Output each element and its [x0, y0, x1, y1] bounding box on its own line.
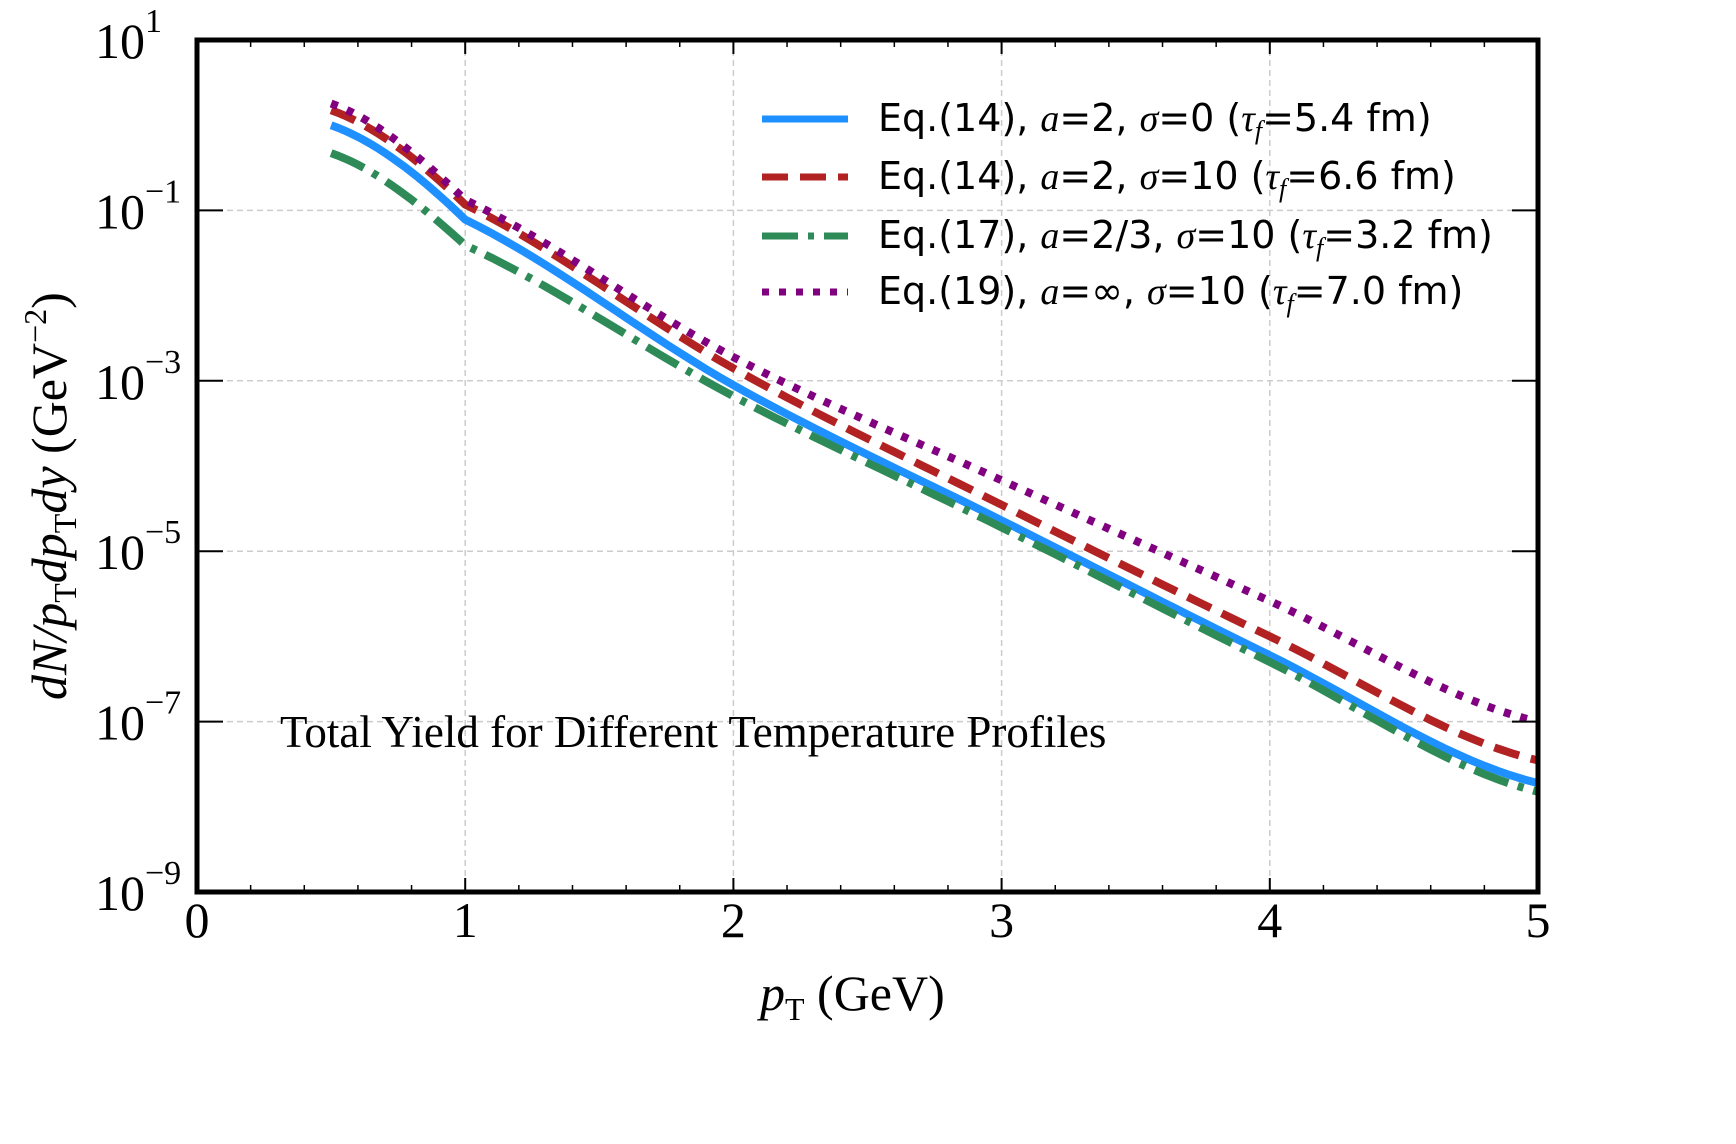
- legend-sigma: σ: [1140, 156, 1160, 198]
- legend-eq: Eq.(19),: [878, 269, 1040, 313]
- x-axis-sub: T: [785, 991, 805, 1027]
- y-tick-label: 10−1: [95, 173, 181, 239]
- legend-sval: =10 (: [1195, 213, 1302, 257]
- legend-tau: τ: [1302, 215, 1317, 257]
- legend-sval: =10 (: [1166, 269, 1273, 313]
- y-tick-base: 10: [95, 865, 145, 921]
- y-tick-label: 10−5: [95, 514, 181, 580]
- y-tick-exponent: −7: [145, 685, 181, 722]
- y-tick-label: 101: [95, 3, 162, 69]
- y-axis-sub2: T: [47, 513, 83, 533]
- legend-tau-sub: f: [1287, 289, 1298, 318]
- y-tick-exponent: −3: [145, 344, 181, 381]
- y-tick-label: 10−9: [95, 855, 181, 921]
- y-tick-base: 10: [95, 695, 145, 751]
- x-tick-label: 2: [721, 892, 746, 948]
- y-axis-part-c: dy: [21, 466, 77, 514]
- y-axis-sup: −2: [17, 309, 53, 343]
- y-tick-exponent: 1: [145, 3, 162, 40]
- legend-entry: Eq.(17), a=2/3, σ=10 (τf=3.2 fm): [762, 213, 1493, 262]
- legend-sigma: σ: [1177, 215, 1197, 257]
- y-axis-title: dN/pTdpTdy (GeV−2): [17, 292, 83, 700]
- x-axis-title: pT (GeV): [757, 965, 945, 1027]
- legend-eq: Eq.(14),: [878, 96, 1040, 140]
- y-axis-part-e: ): [21, 292, 77, 309]
- y-axis-part-d: (GeV: [21, 343, 77, 467]
- legend-entry: Eq.(19), a=∞, σ=10 (τf=7.0 fm): [762, 269, 1463, 318]
- svg-text:Eq.(17), a=2/3, σ=10 (τf=3.2 f: Eq.(17), a=2/3, σ=10 (τf=3.2 fm): [878, 213, 1493, 262]
- y-tick-label: 10−7: [95, 685, 181, 751]
- svg-text:Eq.(14), a=2, σ=0 (τf=5.4 fm): Eq.(14), a=2, σ=0 (τf=5.4 fm): [878, 96, 1432, 145]
- y-tick-base: 10: [95, 13, 145, 69]
- legend-tval: =6.6 fm): [1286, 154, 1456, 198]
- grid: [197, 40, 1538, 892]
- y-axis-sub1: T: [47, 583, 83, 603]
- series-line-3: [329, 149, 1540, 796]
- legend-sval: =0 (: [1158, 96, 1241, 140]
- legend-sigma: σ: [1147, 271, 1167, 313]
- legend-aval: =2,: [1059, 96, 1139, 140]
- legend-sval: =10 (: [1158, 154, 1265, 198]
- svg-text:Eq.(19), a=∞, σ=10 (τf=7.0 fm): Eq.(19), a=∞, σ=10 (τf=7.0 fm): [878, 269, 1463, 318]
- legend-a: a: [1040, 156, 1059, 198]
- legend-aval: =2/3,: [1059, 213, 1176, 257]
- legend-aval: =2,: [1059, 154, 1139, 198]
- y-tick-exponent: −1: [145, 173, 181, 210]
- y-axis-part-a: dN/p: [21, 603, 77, 700]
- legend-a: a: [1040, 271, 1059, 313]
- legend: Eq.(14), a=2, σ=0 (τf=5.4 fm) Eq.(14), a…: [762, 96, 1493, 318]
- legend-tau-sub: f: [1316, 233, 1327, 262]
- series-line-1: [329, 121, 1540, 787]
- legend-tval: =3.2 fm): [1323, 213, 1493, 257]
- x-tick-label: 5: [1526, 892, 1551, 948]
- series-group: [329, 99, 1540, 796]
- x-tick-label: 1: [453, 892, 478, 948]
- legend-eq: Eq.(17),: [878, 213, 1040, 257]
- legend-tval: =7.0 fm): [1294, 269, 1464, 313]
- y-tick-base: 10: [95, 354, 145, 410]
- y-tick-label: 10−3: [95, 344, 181, 410]
- series-line-2: [329, 106, 1539, 765]
- y-tick-base: 10: [95, 183, 145, 239]
- legend-eq: Eq.(14),: [878, 154, 1040, 198]
- chart-annotation: Total Yield for Different Temperature Pr…: [280, 707, 1106, 757]
- axes: [194, 37, 1541, 895]
- legend-tau-sub: f: [1255, 116, 1266, 145]
- x-axis-unit: (GeV): [805, 965, 945, 1021]
- legend-tau-sub: f: [1279, 174, 1290, 203]
- x-tick-label: 0: [185, 892, 210, 948]
- y-tick-exponent: −5: [145, 514, 181, 551]
- plot-frame: [194, 37, 1541, 895]
- legend-sigma: σ: [1140, 98, 1160, 140]
- legend-aval: =∞,: [1059, 269, 1147, 313]
- legend-tau: τ: [1241, 98, 1256, 140]
- y-tick-exponent: −9: [145, 855, 181, 892]
- x-axis-var: p: [757, 965, 785, 1021]
- legend-a: a: [1040, 98, 1059, 140]
- legend-tval: =5.4 fm): [1262, 96, 1432, 140]
- legend-entry: Eq.(14), a=2, σ=0 (τf=5.4 fm): [762, 96, 1432, 145]
- legend-tau: τ: [1265, 156, 1280, 198]
- legend-a: a: [1040, 215, 1059, 257]
- y-tick-base: 10: [95, 524, 145, 580]
- y-axis-part-b: dp: [21, 533, 77, 583]
- svg-text:Eq.(14), a=2, σ=10 (τf=6.6 fm): Eq.(14), a=2, σ=10 (τf=6.6 fm): [878, 154, 1456, 203]
- legend-tau: τ: [1273, 271, 1288, 313]
- x-tick-label: 4: [1257, 892, 1282, 948]
- legend-entry: Eq.(14), a=2, σ=10 (τf=6.6 fm): [762, 154, 1456, 203]
- x-tick-label: 3: [989, 892, 1014, 948]
